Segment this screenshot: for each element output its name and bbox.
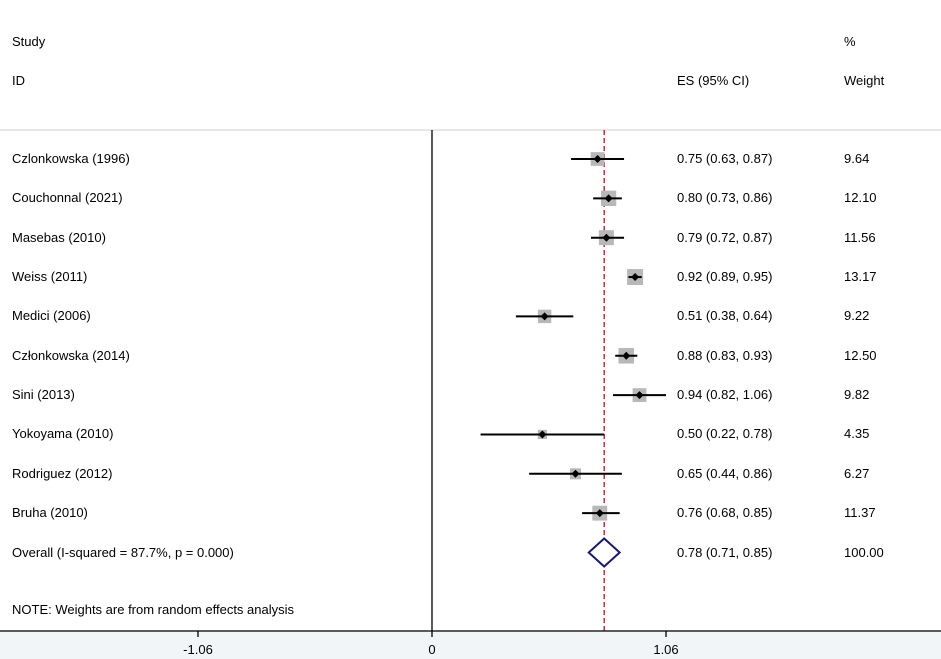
x-tick-label: 1.06 [653,642,679,657]
overall-weight: 100.00 [844,544,884,560]
overall-diamond [587,537,622,568]
point-estimate [631,273,640,282]
study-label: Yokoyama (2010) [12,426,114,442]
study-weight: 4.35 [844,426,870,442]
point-estimate [571,469,580,478]
study-label: Masebas (2010) [12,229,106,245]
study-weight: 12.10 [844,190,877,206]
point-estimate [635,391,644,400]
weights-note: NOTE: Weights are from random effects an… [12,602,295,617]
study-weight: 12.50 [844,347,877,363]
study-es-ci: 0.94 (0.82, 1.06) [677,387,773,403]
point-estimate [538,430,547,439]
x-tick-label: 0 [428,642,436,657]
study-es-ci: 0.80 (0.73, 0.86) [677,190,773,206]
study-es-ci: 0.50 (0.22, 0.78) [677,426,773,442]
point-estimate [604,194,613,203]
study-es-ci: 0.65 (0.44, 0.86) [677,465,773,481]
study-es-ci: 0.76 (0.68, 0.85) [677,505,773,521]
study-es-ci: 0.88 (0.83, 0.93) [677,347,773,363]
study-weight: 11.56 [844,229,876,245]
es-ci-header: ES (95% CI) [677,73,750,88]
weight-header: Weight [844,73,885,88]
study-label: Bruha (2010) [12,505,88,521]
study-label: Weiss (2011) [12,269,88,285]
study-es-ci: 0.51 (0.38, 0.64) [677,308,773,324]
study-weight: 9.82 [844,387,870,403]
weight-percent-header: % [844,34,856,49]
study-es-ci: 0.79 (0.72, 0.87) [677,229,773,245]
study-header: Study [12,34,46,49]
overall-label: Overall (I-squared = 87.7%, p = 0.000) [12,544,234,560]
overall-es-ci: 0.78 (0.71, 0.85) [677,544,773,560]
study-label: Rodriguez (2012) [12,465,113,481]
study-label: Sini (2013) [12,387,75,403]
study-label: Couchonnal (2021) [12,190,123,206]
study-weight: 13.17 [844,269,877,285]
study-label: Czlonkowska (1996) [12,151,130,166]
point-estimate [602,233,611,242]
study-weight: 9.22 [844,308,870,324]
point-estimate [622,351,631,360]
study-label: Członkowska (2014) [12,347,130,363]
study-weight: 11.37 [844,505,876,521]
study-es-ci: 0.75 (0.63, 0.87) [677,151,773,166]
id-header: ID [12,73,25,88]
study-es-ci: 0.92 (0.89, 0.95) [677,269,773,285]
point-estimate [595,509,604,518]
point-estimate [540,312,549,321]
axis-band [0,630,941,659]
point-estimate [593,155,602,163]
study-label: Medici (2006) [12,308,91,324]
study-weight: 9.64 [844,151,870,166]
study-weight: 6.27 [844,465,870,481]
x-tick-label: -1.06 [183,642,213,657]
